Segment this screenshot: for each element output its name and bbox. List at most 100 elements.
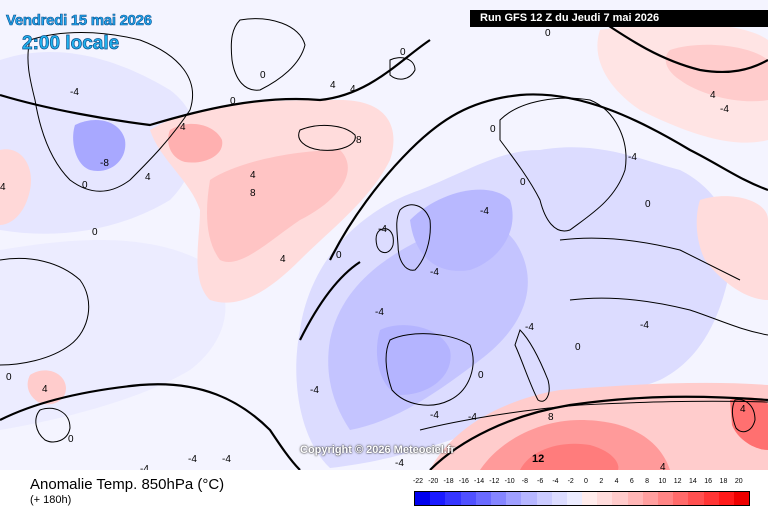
contour-label: 0 — [336, 250, 342, 261]
anomaly-zone-warm — [696, 196, 768, 300]
contour-label: 0 — [478, 370, 484, 381]
anomaly-zone-warm — [207, 150, 348, 262]
color-scale-swatch — [415, 492, 431, 505]
contour-label: 0 — [92, 227, 98, 238]
contour-label: 0 — [82, 180, 88, 191]
contour-label: -4 — [140, 464, 149, 470]
contour-label: 4 — [42, 384, 48, 395]
contour-label: 4 — [660, 462, 666, 470]
color-scale-tick-label: 10 — [658, 478, 667, 485]
contour-labels: 0 0 4 4 0 -4 4 4 8 8 -8 0 4 4 0 4 0 -4 -… — [0, 28, 746, 470]
color-scale-swatch — [612, 492, 628, 505]
anomaly-zone-cold — [328, 222, 528, 430]
contour-label: 0 — [400, 47, 406, 58]
color-scale-swatch — [460, 492, 476, 505]
anomaly-zone-warm — [0, 149, 31, 225]
contour-label: -4 — [378, 224, 387, 235]
color-scale-swatch — [566, 492, 583, 505]
color-scale-swatch — [521, 492, 537, 505]
contour-label: -4 — [430, 410, 439, 421]
color-scale-tick-label: 2 — [599, 478, 604, 485]
contour-label: -4 — [468, 412, 477, 423]
contour-label: 8 — [250, 188, 256, 199]
color-scale-swatch — [445, 492, 461, 505]
contour-label: -4 — [628, 152, 637, 163]
anomaly-zone-cold — [376, 325, 451, 395]
contour-label: -4 — [525, 322, 534, 333]
contour-label: 8 — [548, 412, 554, 423]
color-scale-tick-label: -18 — [443, 478, 454, 485]
color-scale-swatch — [658, 492, 674, 505]
color-scale-tick-label: -20 — [428, 478, 439, 485]
color-scale-swatch — [551, 492, 567, 505]
color-scale-swatch — [536, 492, 552, 505]
color-scale-tick-label: -12 — [489, 478, 500, 485]
color-scale-swatch — [688, 492, 704, 505]
contour-label: -4 — [640, 320, 649, 331]
color-scale-tick-label: -4 — [552, 478, 559, 485]
color-scale-swatch — [597, 492, 613, 505]
contour-label: 0 — [545, 28, 551, 39]
color-scale-tick-label: -22 — [412, 478, 424, 485]
contour-label: 4 — [180, 122, 186, 133]
contour-label: -4 — [70, 87, 79, 98]
color-scale-swatch — [642, 492, 658, 505]
contour-label: 8 — [356, 135, 362, 146]
color-scale-tick-label: -16 — [458, 478, 469, 485]
anomaly-zone-cold — [410, 189, 513, 271]
anomaly-zone-cold — [73, 120, 126, 171]
contour-label: -4 — [375, 307, 384, 318]
color-scale-tick-label: 20 — [734, 478, 743, 485]
color-scale-swatch — [506, 492, 522, 505]
color-scale-bar — [414, 491, 750, 506]
contour-label: 0 — [490, 124, 496, 135]
contour-label: -4 — [720, 104, 729, 115]
color-scale-tick-label: 14 — [689, 478, 697, 485]
contour-label: 0 — [260, 70, 266, 81]
contour-label: 0 — [68, 434, 74, 445]
color-scale-tick-label: -8 — [521, 478, 529, 485]
color-scale-tick-label: -2 — [567, 478, 574, 485]
contour-label: 4 — [250, 170, 256, 181]
contour-label: 0 — [520, 177, 526, 188]
temperature-anomaly-map: 0 0 4 4 0 -4 4 4 8 8 -8 0 4 4 0 4 0 -4 -… — [0, 0, 768, 470]
color-scale-tick-label: 8 — [645, 478, 650, 485]
color-scale-swatch — [718, 492, 734, 505]
color-scale-swatch — [430, 492, 446, 505]
anomaly-zone-warm — [27, 370, 66, 405]
contour-label: 4 — [280, 254, 286, 265]
contour-label: -4 — [310, 385, 319, 396]
contour-label: 4 — [145, 172, 151, 183]
color-scale-swatch — [627, 492, 643, 505]
color-scale-tick-label: -14 — [474, 478, 485, 485]
contour-label-max: 12 — [532, 453, 544, 465]
contour-label: 4 — [0, 182, 6, 193]
color-scale-swatch — [582, 492, 598, 505]
color-scale-tick-label: -6 — [537, 478, 544, 485]
color-scale-tick-label: 16 — [704, 478, 713, 485]
color-scale-labels: -22 -20 -18 -16 -14 -12 -10 -8 -6 -4 -2 0 2 4 6 8 10 12 14… — [412, 478, 750, 490]
contour-label: -4 — [188, 454, 197, 465]
color-scale-tick-label: 6 — [629, 478, 634, 485]
anomaly-zone-warm — [665, 44, 768, 102]
anomaly-zone-warm — [730, 397, 768, 450]
contour-label: -4 — [430, 267, 439, 278]
contour-label: -4 — [480, 206, 489, 217]
map-title: Anomalie Temp. 850hPa (°C) — [30, 476, 225, 493]
contour-label: -4 — [222, 454, 231, 465]
model-run-label: Run GFS 12 Z du Jeudi 7 mai 2026 — [470, 10, 768, 27]
anomaly-zone-warm — [520, 443, 619, 470]
color-scale-swatch — [490, 492, 507, 505]
contour-label: 0 — [645, 199, 651, 210]
color-scale-swatch — [703, 492, 719, 505]
forecast-lead-time: (+ 180h) — [30, 494, 72, 506]
color-scale-tick-label: 4 — [614, 478, 619, 485]
copyright-watermark: Copyright © 2026 Meteociel.fr — [300, 444, 455, 456]
valid-time-label: 2:00 locale — [22, 33, 120, 55]
contour-label: -4 — [395, 458, 404, 469]
contour-label: -8 — [100, 158, 109, 169]
contour-label: 0 — [6, 372, 12, 383]
valid-date-label: Vendredi 15 mai 2026 — [6, 12, 153, 30]
color-scale-tick-label: 18 — [719, 478, 728, 485]
